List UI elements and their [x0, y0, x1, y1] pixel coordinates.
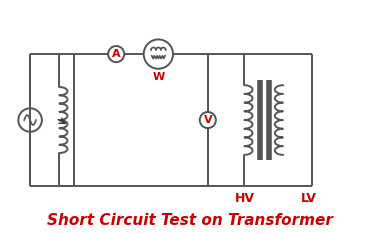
Text: A: A: [112, 49, 121, 59]
Circle shape: [144, 39, 173, 69]
Circle shape: [200, 112, 216, 128]
Text: Short Circuit Test on Transformer: Short Circuit Test on Transformer: [47, 213, 332, 228]
Text: LV: LV: [301, 192, 316, 205]
Text: HV: HV: [235, 192, 254, 205]
Text: W: W: [152, 72, 164, 82]
Circle shape: [108, 46, 124, 62]
Text: V: V: [204, 115, 212, 125]
